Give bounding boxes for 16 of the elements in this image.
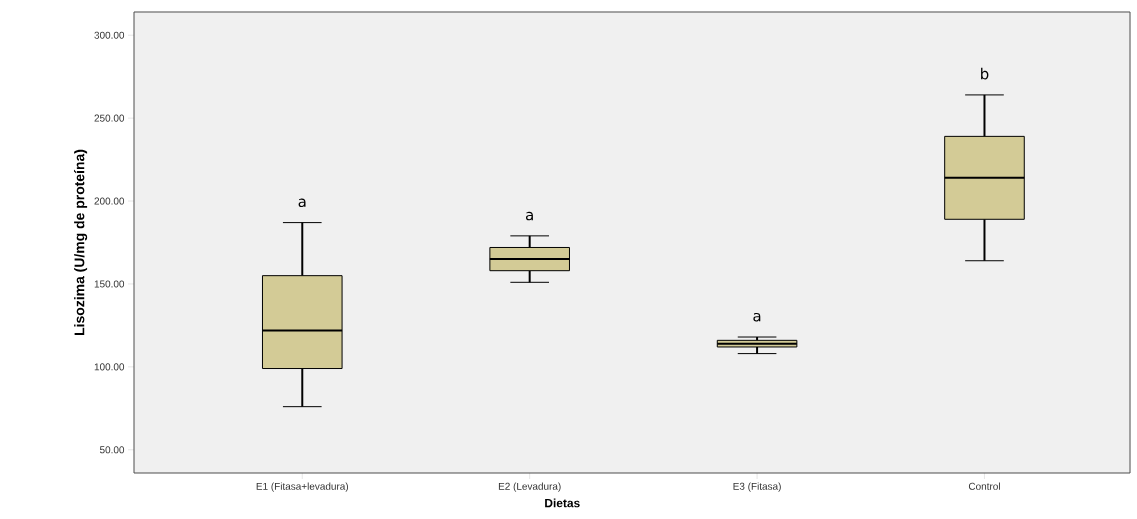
y-tick-label: 300.00 bbox=[94, 31, 125, 39]
x-tick-label: Control bbox=[968, 482, 1000, 490]
x-tick-label: E1 (Fitasa+levadura) bbox=[256, 482, 349, 492]
x-tick-label: E2 (Levadura) bbox=[498, 482, 561, 492]
x-axis-title: Dietas bbox=[545, 498, 580, 508]
y-tick-label: 200.00 bbox=[94, 197, 125, 205]
annotation: a bbox=[753, 312, 761, 322]
y-tick-label: 150.00 bbox=[94, 280, 125, 288]
y-tick-label: 50.00 bbox=[99, 446, 125, 454]
annotation: a bbox=[525, 211, 533, 221]
y-tick-label: 250.00 bbox=[94, 114, 125, 122]
annotation: b bbox=[981, 67, 989, 80]
x-tick-label: E3 (Fitasa) bbox=[733, 482, 781, 492]
y-tick-label: 100.00 bbox=[94, 363, 125, 371]
y-axis-title: Lisozima (U/mg de proteína) bbox=[73, 149, 88, 335]
annotation: a bbox=[298, 198, 306, 208]
